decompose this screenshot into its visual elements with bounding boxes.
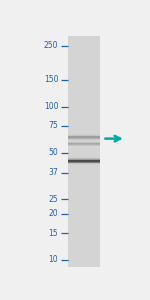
Text: 37: 37 [49, 169, 58, 178]
Text: 50: 50 [49, 148, 58, 158]
FancyBboxPatch shape [68, 36, 100, 267]
Text: 10: 10 [49, 256, 58, 265]
Text: 150: 150 [44, 75, 58, 84]
Text: 75: 75 [49, 122, 58, 130]
Text: 15: 15 [49, 229, 58, 238]
Text: 25: 25 [49, 194, 58, 203]
Text: 250: 250 [44, 41, 58, 50]
Text: 100: 100 [44, 102, 58, 111]
Text: 20: 20 [49, 209, 58, 218]
